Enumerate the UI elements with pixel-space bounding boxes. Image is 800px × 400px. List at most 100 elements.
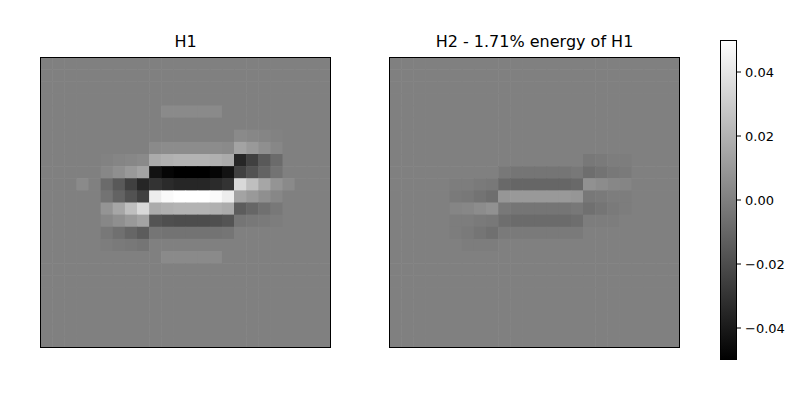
- heatmap-cell: [89, 93, 102, 106]
- heatmap-cell: [125, 190, 138, 203]
- heatmap-cell: [149, 190, 162, 203]
- heatmap-cell: [137, 251, 150, 264]
- heatmap-cell: [401, 251, 414, 264]
- heatmap-cell: [559, 166, 572, 179]
- heatmap-cell: [668, 227, 680, 240]
- heatmap-cell: [607, 81, 620, 94]
- heatmap-cell: [234, 190, 247, 203]
- heatmap-cell: [656, 300, 669, 313]
- heatmap-cell: [656, 93, 669, 106]
- heatmap-cell: [583, 57, 596, 70]
- heatmap-cell: [450, 263, 463, 276]
- heatmap-cell: [258, 142, 271, 155]
- heatmap-cell: [234, 336, 247, 348]
- heatmap-cell: [210, 166, 223, 179]
- heatmap-cell: [234, 215, 247, 228]
- heatmap-cell: [632, 69, 645, 82]
- heatmap-cell: [559, 263, 572, 276]
- heatmap-cell: [283, 166, 296, 179]
- heatmap-cell: [438, 190, 451, 203]
- heatmap-cell: [64, 275, 77, 288]
- heatmap-cell: [307, 227, 320, 240]
- heatmap-cell: [450, 227, 463, 240]
- heatmap-cell: [246, 69, 259, 82]
- heatmap-cell: [668, 69, 680, 82]
- heatmap-cell: [571, 336, 584, 348]
- heatmap-cell: [510, 93, 523, 106]
- heatmap-cell: [283, 215, 296, 228]
- heatmap-cell: [607, 251, 620, 264]
- heatmap-cell: [450, 69, 463, 82]
- heatmap-cell: [270, 142, 283, 155]
- heatmap-cell: [547, 118, 560, 131]
- heatmap-cell: [450, 154, 463, 167]
- heatmap-cell: [486, 203, 499, 216]
- heatmap-cell: [307, 336, 320, 348]
- heatmap-cell: [571, 166, 584, 179]
- heatmap-cell: [113, 106, 126, 119]
- heatmap-cell: [632, 300, 645, 313]
- heatmap-cell: [522, 203, 535, 216]
- heatmap-cell: [474, 118, 487, 131]
- heatmap-cell: [547, 178, 560, 191]
- heatmap-cell: [401, 154, 414, 167]
- heatmap-cell: [161, 190, 174, 203]
- heatmap-cell: [161, 166, 174, 179]
- heatmap-cell: [64, 106, 77, 119]
- heatmap-cell: [125, 203, 138, 216]
- heatmap-cell: [198, 57, 211, 70]
- heatmap-cell: [535, 69, 548, 82]
- heatmap-cell: [401, 275, 414, 288]
- heatmap-cell: [413, 93, 426, 106]
- heatmap-cell: [559, 287, 572, 300]
- heatmap-cell: [462, 336, 475, 348]
- heatmap-cell: [656, 106, 669, 119]
- heatmap-cell: [535, 227, 548, 240]
- heatmap-cell: [52, 275, 65, 288]
- heatmap-cell: [246, 81, 259, 94]
- heatmap-cell: [319, 251, 331, 264]
- heatmap-cell: [607, 324, 620, 337]
- heatmap-cell: [522, 251, 535, 264]
- heatmap-cell: [510, 263, 523, 276]
- heatmap-cell: [246, 190, 259, 203]
- heatmap-cell: [40, 190, 53, 203]
- heatmap-cell: [113, 275, 126, 288]
- heatmap-cell: [173, 81, 186, 94]
- heatmap-cell: [40, 287, 53, 300]
- heatmap-cell: [401, 263, 414, 276]
- heatmap-cell: [307, 312, 320, 325]
- heatmap-cell: [559, 154, 572, 167]
- heatmap-cell: [559, 69, 572, 82]
- heatmap-cell: [474, 130, 487, 143]
- heatmap-cell: [583, 154, 596, 167]
- heatmap-cell: [186, 227, 199, 240]
- heatmap-cell: [258, 93, 271, 106]
- heatmap-cell: [583, 215, 596, 228]
- heatmap-cell: [101, 154, 114, 167]
- heatmap-cell: [283, 287, 296, 300]
- heatmap-cell: [270, 263, 283, 276]
- heatmap-cell: [425, 69, 438, 82]
- heatmap-cell: [498, 166, 511, 179]
- heatmap-cell: [76, 57, 89, 70]
- heatmap-cell: [413, 263, 426, 276]
- heatmap-cell: [101, 106, 114, 119]
- heatmap-cell: [656, 69, 669, 82]
- heatmap-cell: [401, 166, 414, 179]
- heatmap-cell: [668, 336, 680, 348]
- heatmap-cell: [40, 251, 53, 264]
- heatmap-cell: [161, 324, 174, 337]
- heatmap-cell: [173, 227, 186, 240]
- heatmap-cell: [438, 142, 451, 155]
- heatmap-cell: [295, 336, 308, 348]
- heatmap-cell: [486, 106, 499, 119]
- heatmap-cell: [547, 336, 560, 348]
- heatmap-cell: [474, 312, 487, 325]
- heatmap-cell: [595, 227, 608, 240]
- heatmap-cell: [40, 118, 53, 131]
- heatmap-cell: [389, 227, 402, 240]
- heatmap-cell: [559, 275, 572, 288]
- heatmap-cell: [522, 215, 535, 228]
- heatmap-cell: [510, 251, 523, 264]
